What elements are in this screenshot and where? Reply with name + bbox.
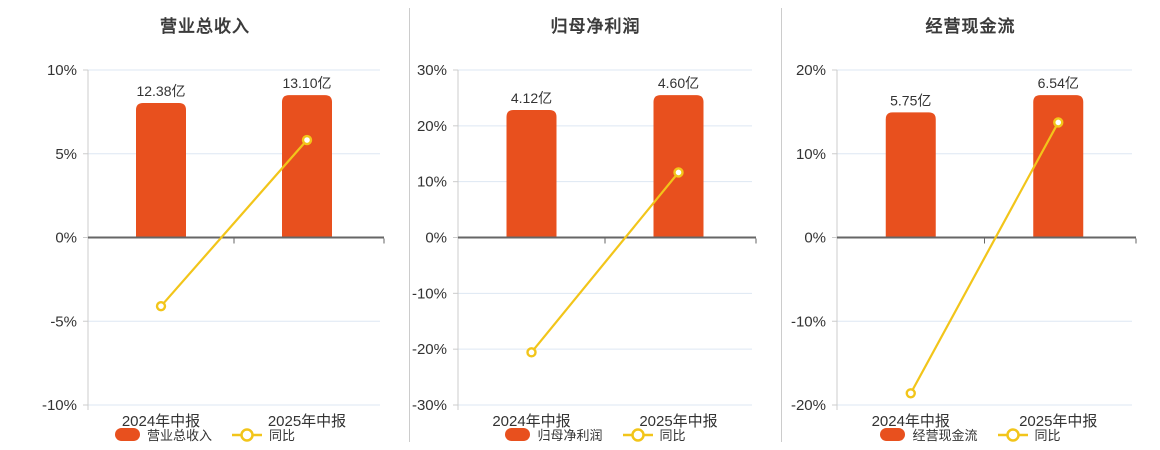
yoy-marker-2024年中报[interactable]: [905, 388, 916, 399]
y-axis-label: 10%: [417, 174, 447, 191]
y-axis-label: 10%: [796, 146, 826, 163]
cash-flow-chart-plot: 20% 10% 0% -10% -20% 5.75亿 6.54亿 2024年中报 2025年中报: [791, 62, 1137, 430]
y-axis-label: 5%: [55, 146, 77, 163]
revenue-chart-plot: 10% 5% 0% -5% -10% 12.38亿 13.10亿 2024年中报 2025年中报: [42, 62, 385, 430]
y-axis-label: -30%: [412, 397, 447, 414]
chart-legend: 营业总收入 同比: [0, 425, 410, 444]
y-axis-label: 0%: [425, 230, 447, 247]
bar-swatch-icon: [880, 428, 906, 441]
y-axis-label: -10%: [791, 313, 826, 330]
legend-bar-label: 营业总收入: [146, 428, 212, 443]
y-axis-label: -20%: [791, 397, 826, 414]
line-circle-icon: [997, 427, 1028, 442]
legend-item-bar[interactable]: 归母净利润: [505, 425, 603, 444]
legend-item-bar[interactable]: 经营现金流: [880, 425, 978, 444]
x-axis-label: 2024年中报: [872, 413, 950, 430]
y-axis-label: 30%: [417, 62, 447, 79]
chart-title: 经营现金流: [925, 17, 1016, 36]
x-axis-label: 2025年中报: [268, 413, 346, 430]
yoy-marker-2025年中报[interactable]: [1053, 117, 1064, 128]
panel-divider: [409, 8, 410, 442]
bar-swatch-icon: [505, 428, 531, 441]
yoy-marker-2024年中报[interactable]: [155, 300, 167, 312]
legend-line-label: 同比: [659, 428, 686, 443]
x-axis-label: 2024年中报: [492, 413, 570, 430]
yoy-marker-2024年中报[interactable]: [526, 347, 537, 358]
legend-item-line[interactable]: 同比: [997, 425, 1061, 444]
y-axis-label: 10%: [47, 62, 77, 79]
chart-panel-revenue: 10% 5% 0% -5% -10% 12.38亿 13.10亿 2024年中报 2025年中报…: [0, 0, 410, 450]
yoy-line: [909, 121, 1060, 394]
chart-title: 营业总收入: [160, 17, 250, 36]
legend-bar-label: 经营现金流: [912, 428, 978, 443]
bar-2025年中报[interactable]: [282, 95, 332, 238]
line-circle-icon: [232, 427, 262, 442]
y-axis-label: 0%: [804, 230, 826, 247]
bar-2025年中报[interactable]: [1033, 95, 1084, 238]
yoy-line: [530, 171, 680, 354]
net-profit-chart-plot: 30% 20% 10% 0% -10% -20% -30% 4.12亿 4.60亿 2024年中报…: [412, 62, 757, 430]
bar-2024年中报[interactable]: [136, 102, 186, 238]
bar-swatch-icon: [114, 428, 140, 441]
chart-panel-cash-flow: 20% 10% 0% -10% -20% 5.75亿 6.54亿 2024年中报 2025年中报…: [781, 0, 1160, 450]
chart-legend: 归母净利润 同比: [410, 425, 781, 444]
y-axis-label: -20%: [412, 341, 447, 358]
y-axis-label: 20%: [796, 62, 826, 79]
legend-item-bar[interactable]: 营业总收入: [114, 425, 212, 444]
chart-legend: 经营现金流 同比: [781, 425, 1160, 444]
bar-value-label: 4.12亿: [511, 90, 552, 106]
legend-line-label: 同比: [1034, 428, 1061, 443]
y-axis-label: 0%: [55, 230, 77, 247]
x-axis-label: 2025年中报: [1019, 413, 1097, 430]
bar-2025年中报[interactable]: [653, 95, 704, 238]
line-circle-icon: [622, 427, 653, 442]
chart-panel-net-profit: 30% 20% 10% 0% -10% -20% -30% 4.12亿 4.60亿 2024年中报…: [410, 0, 781, 450]
x-axis-label: 2024年中报: [122, 413, 200, 430]
yoy-line: [160, 139, 308, 307]
y-axis-label: -10%: [412, 285, 447, 302]
x-axis-label: 2025年中报: [639, 413, 717, 430]
y-axis-label: 20%: [417, 118, 447, 135]
legend-item-line[interactable]: 同比: [622, 425, 686, 444]
bar-value-label: 13.10亿: [282, 75, 331, 91]
bar-value-label: 5.75亿: [890, 92, 931, 108]
y-axis-label: -10%: [42, 397, 77, 414]
bar-2024年中报[interactable]: [885, 112, 936, 238]
yoy-marker-2025年中报[interactable]: [301, 134, 313, 146]
bar-value-label: 6.54亿: [1038, 75, 1079, 91]
legend-bar-label: 归母净利润: [537, 428, 603, 443]
legend-item-line[interactable]: 同比: [232, 425, 295, 444]
bar-value-label: 12.38亿: [136, 83, 185, 99]
bar-2024年中报[interactable]: [506, 109, 557, 238]
chart-title: 归母净利润: [550, 17, 641, 36]
bar-value-label: 4.60亿: [658, 75, 699, 91]
legend-line-label: 同比: [269, 428, 296, 443]
yoy-marker-2025年中报[interactable]: [673, 167, 684, 178]
y-axis-label: -5%: [50, 313, 77, 330]
panel-divider: [781, 8, 782, 442]
